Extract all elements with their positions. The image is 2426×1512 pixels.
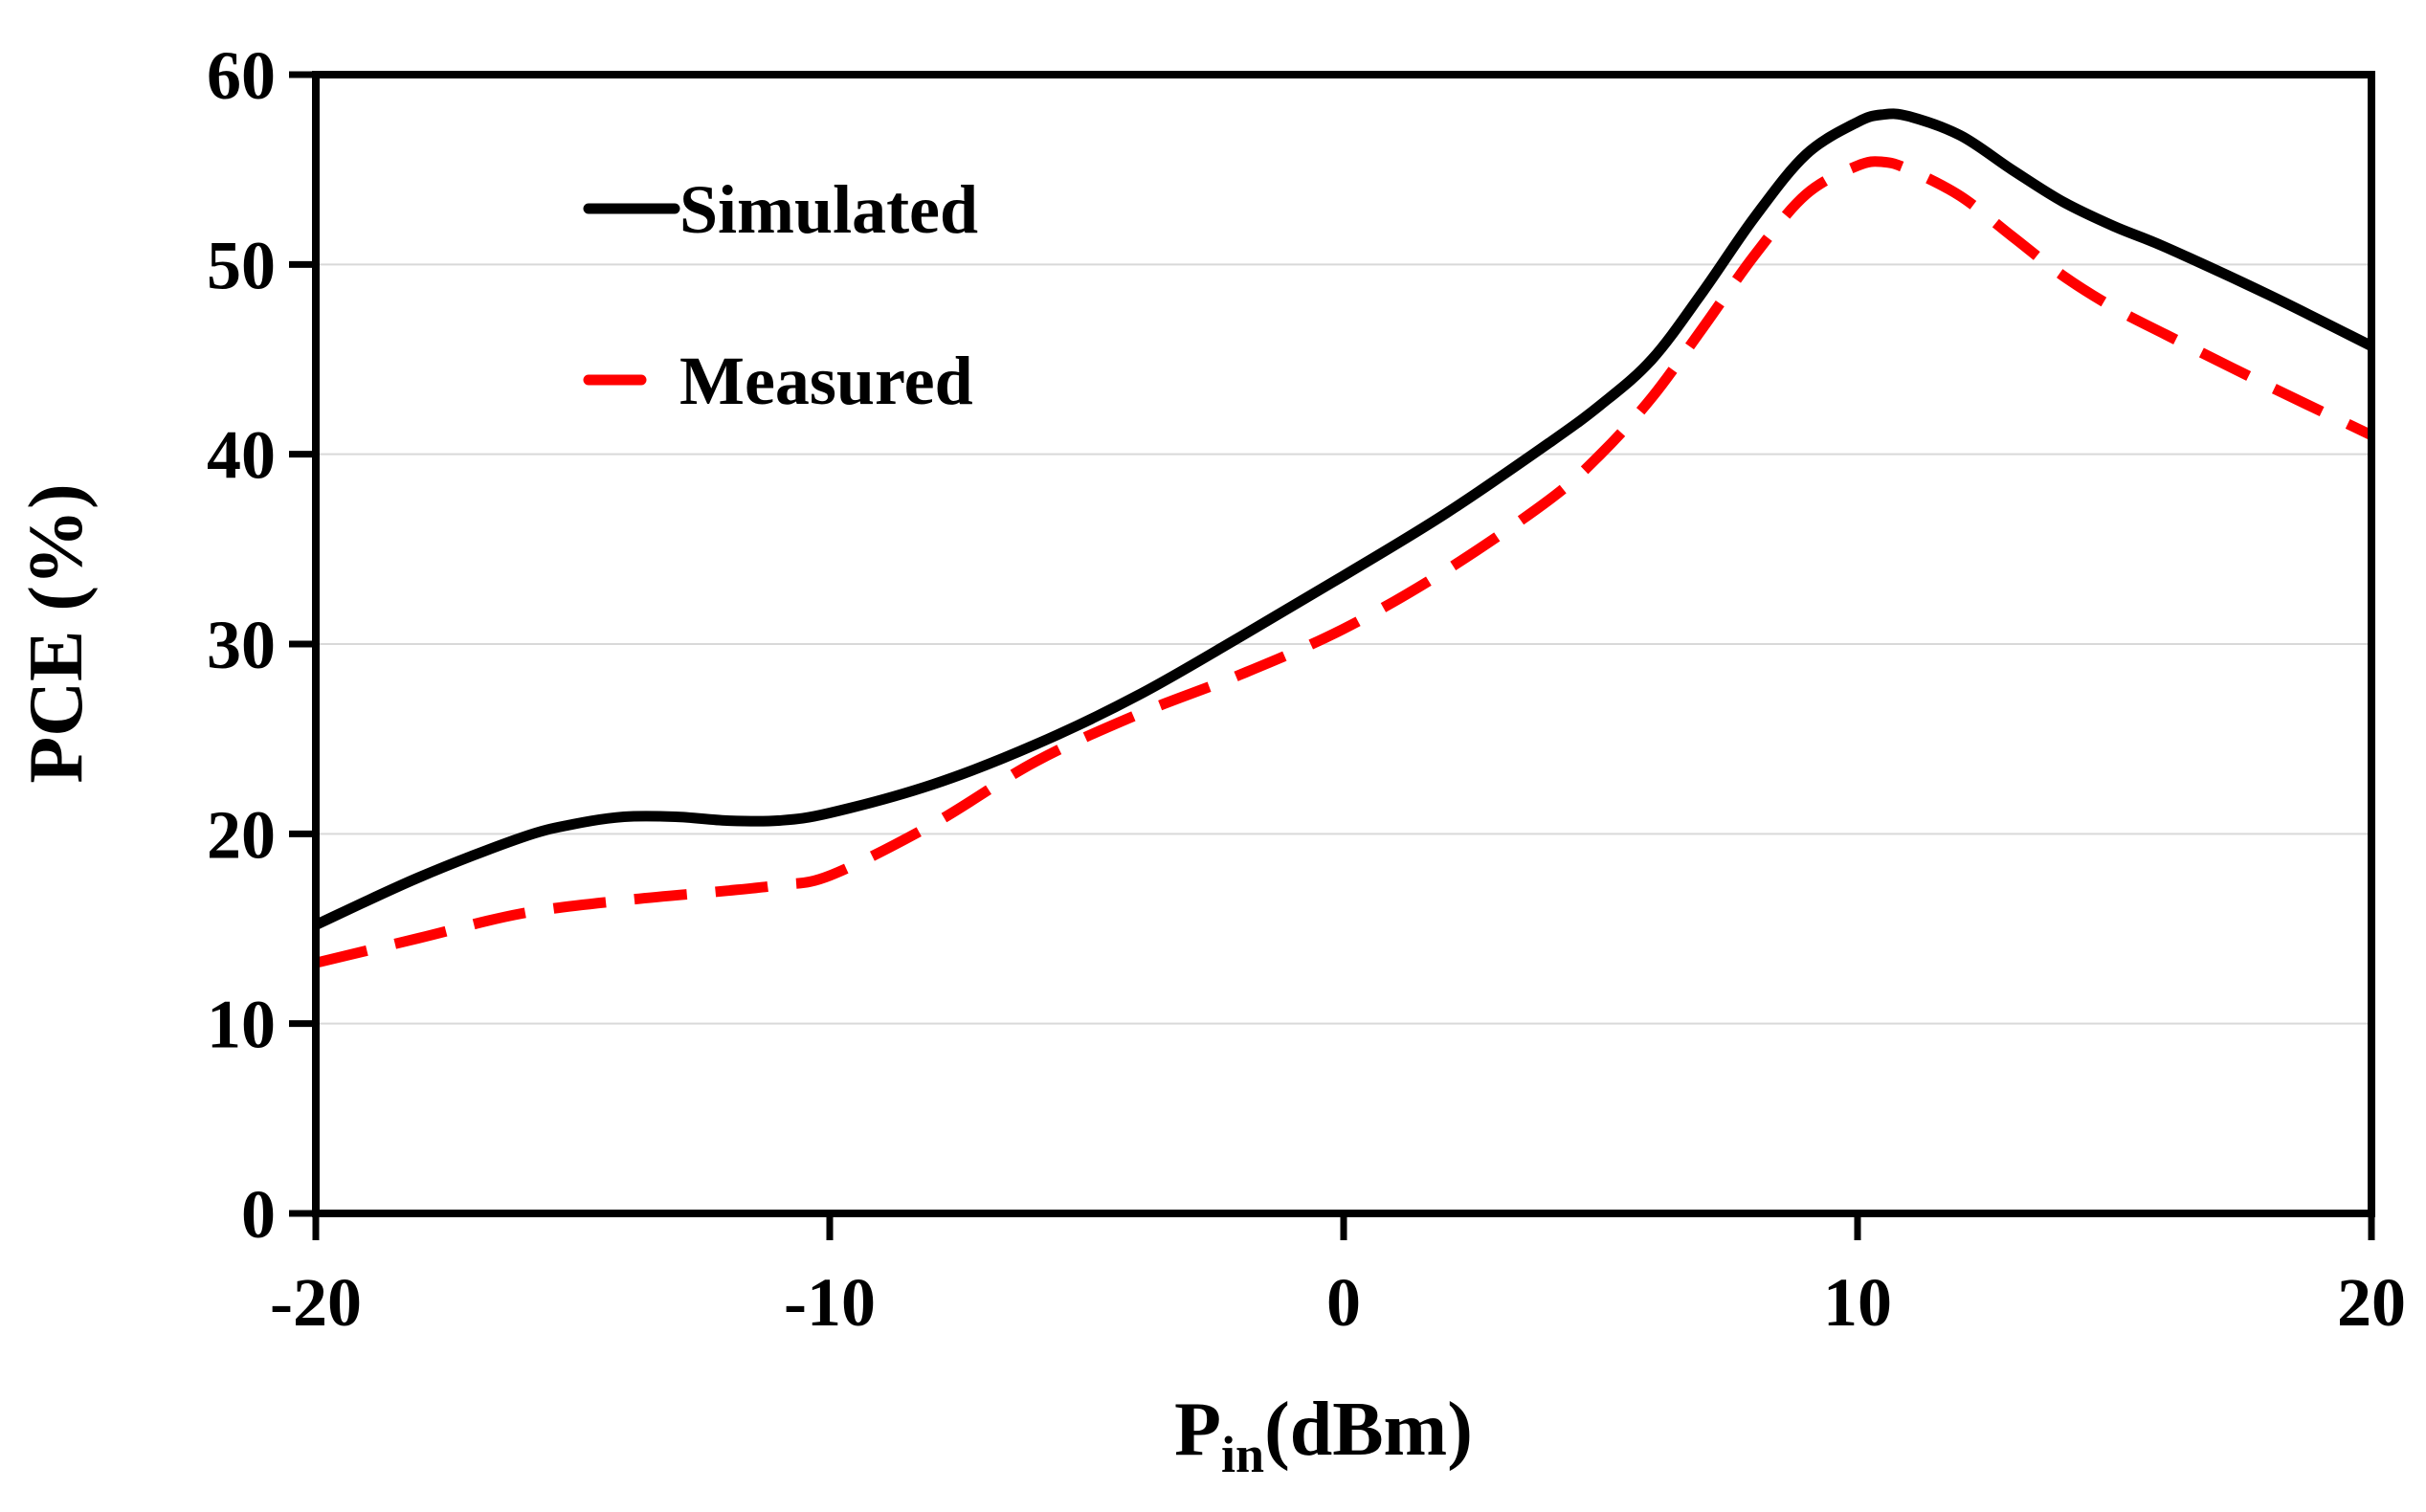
legend-measured-label: Measured bbox=[679, 343, 973, 419]
y-tick-label: 0 bbox=[241, 1176, 276, 1253]
x-tick-label: 10 bbox=[1823, 1264, 1892, 1341]
y-tick-label: 30 bbox=[207, 607, 276, 683]
series-line-simulated bbox=[313, 108, 2374, 930]
x-tick-label: 0 bbox=[1326, 1264, 1361, 1341]
y-tick-label: 40 bbox=[207, 417, 276, 494]
y-axis-title: PCE (%) bbox=[14, 483, 99, 783]
x-tick-label: -10 bbox=[784, 1264, 876, 1341]
y-tick-label: 20 bbox=[207, 796, 276, 873]
x-axis-title-suffix: (dBm) bbox=[1264, 1388, 1473, 1472]
axis-ticks: 0 10 20 30 40 50 60 -20 -10 0 10 20 bbox=[207, 37, 2406, 1341]
y-tick-label: 10 bbox=[207, 987, 276, 1063]
x-tick-label: -20 bbox=[270, 1264, 362, 1341]
x-axis-title: Pin(dBm) bbox=[1174, 1388, 1473, 1483]
y-tick-label: 60 bbox=[207, 37, 276, 114]
grid-lines bbox=[316, 263, 2371, 1025]
series-layer bbox=[313, 108, 2374, 968]
legend-simulated-label: Simulated bbox=[679, 171, 978, 248]
series-line-measured bbox=[314, 156, 2374, 968]
x-axis-title-subscript: in bbox=[1221, 1426, 1264, 1483]
legend: Simulated Measured bbox=[583, 171, 978, 419]
x-tick-label: 20 bbox=[2337, 1264, 2406, 1341]
y-tick-label: 50 bbox=[207, 227, 276, 303]
x-axis-title-main: P bbox=[1174, 1388, 1221, 1472]
